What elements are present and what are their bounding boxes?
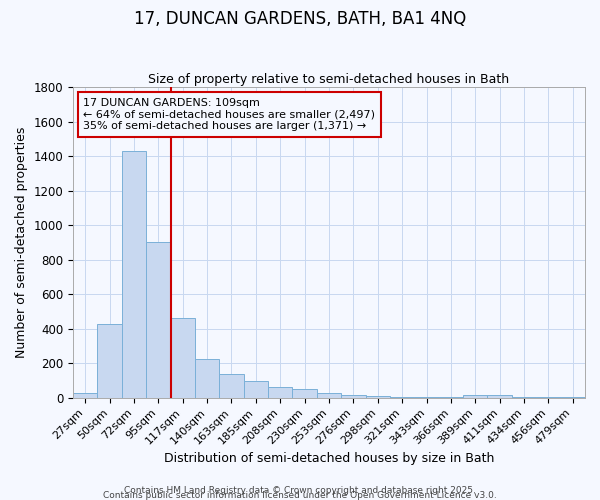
Bar [170, 318, 195, 398]
Bar [390, 397, 415, 398]
Bar [122, 151, 146, 398]
Bar [97, 324, 122, 398]
Y-axis label: Number of semi-detached properties: Number of semi-detached properties [15, 127, 28, 358]
Bar [244, 382, 268, 398]
Bar [463, 394, 487, 398]
Bar [220, 374, 244, 398]
Bar [73, 392, 97, 398]
Bar [341, 394, 365, 398]
Bar [487, 395, 512, 398]
Bar [146, 242, 170, 398]
Bar [415, 397, 439, 398]
Text: 17, DUNCAN GARDENS, BATH, BA1 4NQ: 17, DUNCAN GARDENS, BATH, BA1 4NQ [134, 10, 466, 28]
Text: 17 DUNCAN GARDENS: 109sqm
← 64% of semi-detached houses are smaller (2,497)
35% : 17 DUNCAN GARDENS: 109sqm ← 64% of semi-… [83, 98, 375, 131]
Title: Size of property relative to semi-detached houses in Bath: Size of property relative to semi-detach… [148, 73, 509, 86]
Bar [268, 388, 292, 398]
Bar [195, 359, 220, 398]
X-axis label: Distribution of semi-detached houses by size in Bath: Distribution of semi-detached houses by … [164, 452, 494, 465]
Text: Contains HM Land Registry data © Crown copyright and database right 2025.: Contains HM Land Registry data © Crown c… [124, 486, 476, 495]
Text: Contains public sector information licensed under the Open Government Licence v3: Contains public sector information licen… [103, 491, 497, 500]
Bar [292, 390, 317, 398]
Bar [317, 392, 341, 398]
Bar [365, 396, 390, 398]
